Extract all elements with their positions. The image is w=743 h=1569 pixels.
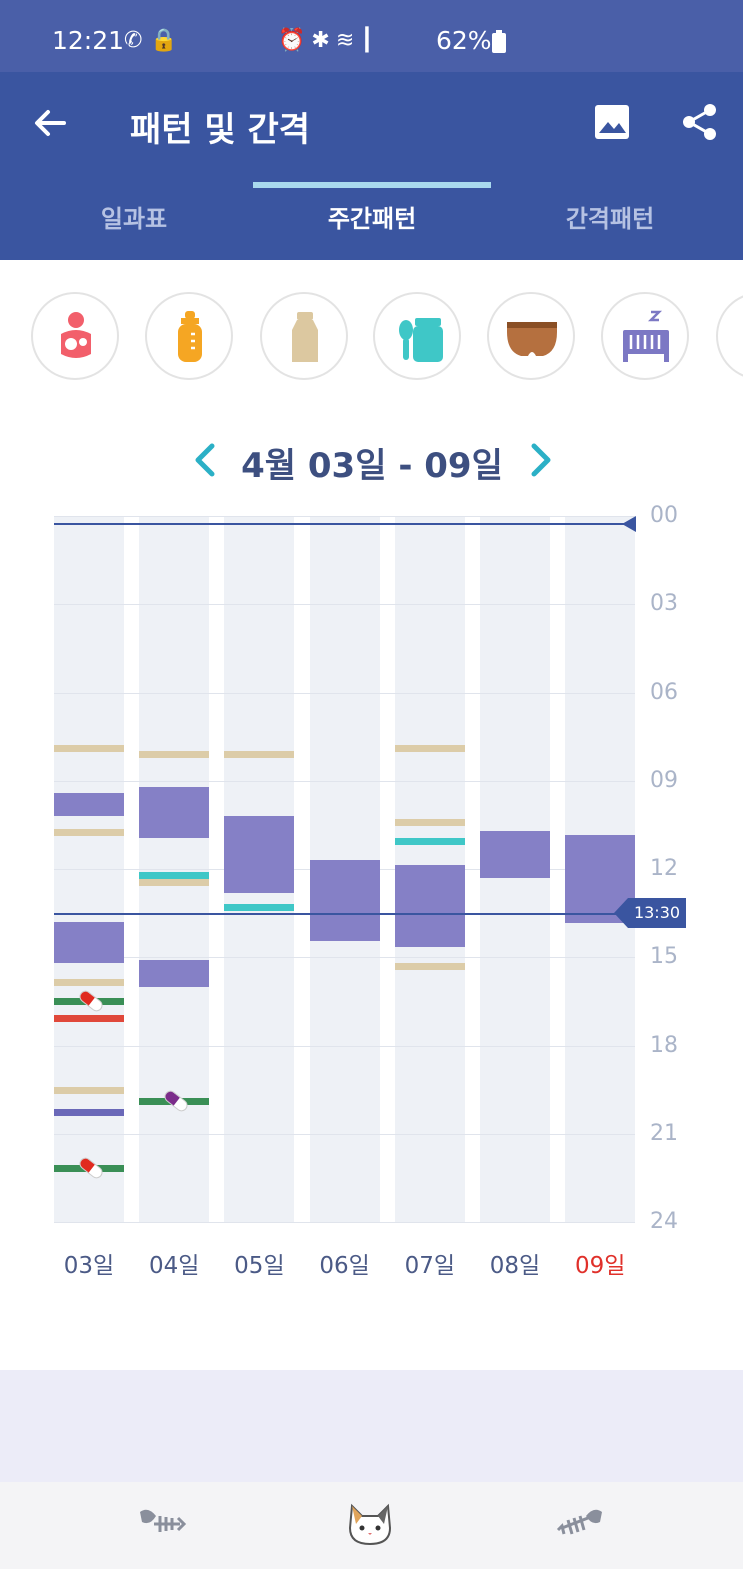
back-button[interactable]	[28, 100, 74, 146]
day-label: 03일	[63, 1253, 115, 1279]
filter-baby-food-button[interactable]	[373, 292, 461, 380]
tab-bar: 일과표 주간패턴 간격패턴	[0, 187, 743, 260]
pumped-marker[interactable]	[394, 963, 465, 971]
week-navigator: 4월 03일 - 09일	[0, 432, 743, 488]
pumped-marker[interactable]	[139, 879, 210, 887]
sleep-block[interactable]	[224, 816, 295, 893]
category-filter-row	[0, 292, 743, 384]
filter-diaper-button[interactable]	[487, 292, 575, 380]
pumped-marker[interactable]	[54, 979, 124, 987]
status-time: 12:21	[52, 26, 125, 55]
signal-icons: ⏰✱≋┃	[278, 28, 380, 53]
hour-gridline	[54, 604, 635, 606]
filter-pumped-milk-button[interactable]	[260, 292, 348, 380]
sleep-block[interactable]	[54, 921, 124, 964]
temperature-marker[interactable]	[54, 1014, 124, 1022]
day-label: 08일	[489, 1253, 541, 1279]
baby-bottle-icon	[178, 311, 202, 362]
bottom-nav	[0, 1482, 743, 1569]
hour-gridline	[54, 780, 635, 782]
bottom-nav-left[interactable]	[138, 1502, 187, 1546]
pumped-marker[interactable]	[54, 829, 124, 837]
share-icon	[683, 104, 716, 140]
image-icon	[595, 105, 629, 139]
hour-tick-label: 21	[650, 1120, 678, 1146]
hour-gridline	[54, 957, 635, 959]
chevron-left-icon	[195, 443, 215, 477]
week-range-label: 4월 03일 - 09일	[241, 446, 503, 486]
food-marker[interactable]	[224, 904, 295, 912]
filter-formula-button[interactable]	[145, 292, 233, 380]
tab-weekly-pattern[interactable]: 주간패턴	[327, 205, 417, 233]
app-bar: 패턴 및 간격 일과표 주간패턴 간격패턴	[0, 72, 743, 260]
sleep-block[interactable]	[139, 786, 210, 839]
pumped-marker[interactable]	[394, 745, 465, 753]
wifi-calling-icon: ✆🔒	[124, 28, 186, 53]
fish-bone-icon	[556, 1509, 602, 1535]
pumped-marker[interactable]	[54, 1086, 124, 1094]
bottom-nav-center[interactable]	[346, 1502, 394, 1546]
pumped-marker[interactable]	[224, 751, 295, 759]
battery-percent: 62%	[436, 26, 492, 55]
page-title: 패턴 및 간격	[130, 110, 311, 150]
food-marker[interactable]	[139, 871, 210, 879]
hour-tick-label: 12	[650, 856, 678, 881]
day-label: 05일	[234, 1253, 285, 1279]
tab-daily-schedule[interactable]: 일과표	[100, 205, 168, 233]
current-time-badge: 13:30	[614, 898, 686, 929]
save-image-button[interactable]	[592, 102, 632, 142]
share-button[interactable]	[680, 102, 720, 142]
hour-gridline	[54, 516, 635, 517]
fish-bone-icon	[140, 1509, 187, 1532]
sleep_line-marker[interactable]	[54, 1108, 124, 1116]
diaper-icon	[507, 322, 557, 356]
sleep-block[interactable]	[139, 960, 210, 987]
previous-week-button[interactable]	[186, 438, 226, 482]
day-label: 06일	[319, 1253, 370, 1279]
hour-tick-label: 15	[650, 944, 678, 970]
battery-icon	[492, 30, 506, 53]
hour-gridline	[54, 1133, 635, 1135]
sleep-block[interactable]	[480, 830, 550, 878]
midnight-marker	[622, 516, 636, 532]
baby-food-icon	[399, 318, 443, 362]
hour-tick-label: 06	[650, 679, 678, 705]
hour-tick-label: 09	[650, 767, 678, 793]
ad-banner-area	[0, 1370, 743, 1482]
back-arrow-icon	[35, 110, 66, 136]
tab-indicator	[253, 182, 491, 188]
hour-tick-label: 03	[650, 591, 678, 617]
filter-sleep-button[interactable]	[601, 292, 689, 380]
day-label: 09일	[574, 1253, 626, 1279]
hour-gridline	[54, 1222, 635, 1223]
hour-tick-label: 00	[650, 503, 678, 528]
day-label: 04일	[148, 1253, 200, 1279]
status-bar: 12:21 ✆🔒 ⏰✱≋┃ 62%	[0, 0, 743, 72]
current-time-line	[54, 913, 634, 916]
midnight-line	[54, 523, 624, 525]
milk-bottle-icon	[292, 312, 318, 362]
pumped-marker[interactable]	[139, 751, 210, 759]
bottom-nav-right[interactable]	[556, 1502, 604, 1546]
cat-face-icon	[348, 1503, 392, 1546]
tab-interval-pattern[interactable]: 간격패턴	[565, 205, 655, 233]
hour-tick-label: 18	[650, 1032, 678, 1058]
breastfeeding-icon	[61, 312, 91, 358]
sleep-block[interactable]	[309, 860, 380, 942]
next-week-button[interactable]	[520, 438, 560, 482]
sleep-block[interactable]	[394, 864, 465, 947]
crib-sleep-icon	[623, 310, 669, 362]
hour-gridline	[54, 692, 635, 694]
pumped-marker[interactable]	[54, 745, 124, 753]
hour-tick-label: 24	[650, 1209, 678, 1234]
pumped-marker[interactable]	[394, 818, 465, 826]
hour-gridline	[54, 1045, 635, 1047]
filter-more-button[interactable]	[716, 292, 743, 380]
filter-breastfeeding-button[interactable]	[31, 292, 119, 380]
chevron-right-icon	[531, 443, 551, 477]
day-label: 07일	[404, 1253, 456, 1279]
sleep-block[interactable]	[54, 792, 124, 817]
food-marker[interactable]	[394, 838, 465, 846]
